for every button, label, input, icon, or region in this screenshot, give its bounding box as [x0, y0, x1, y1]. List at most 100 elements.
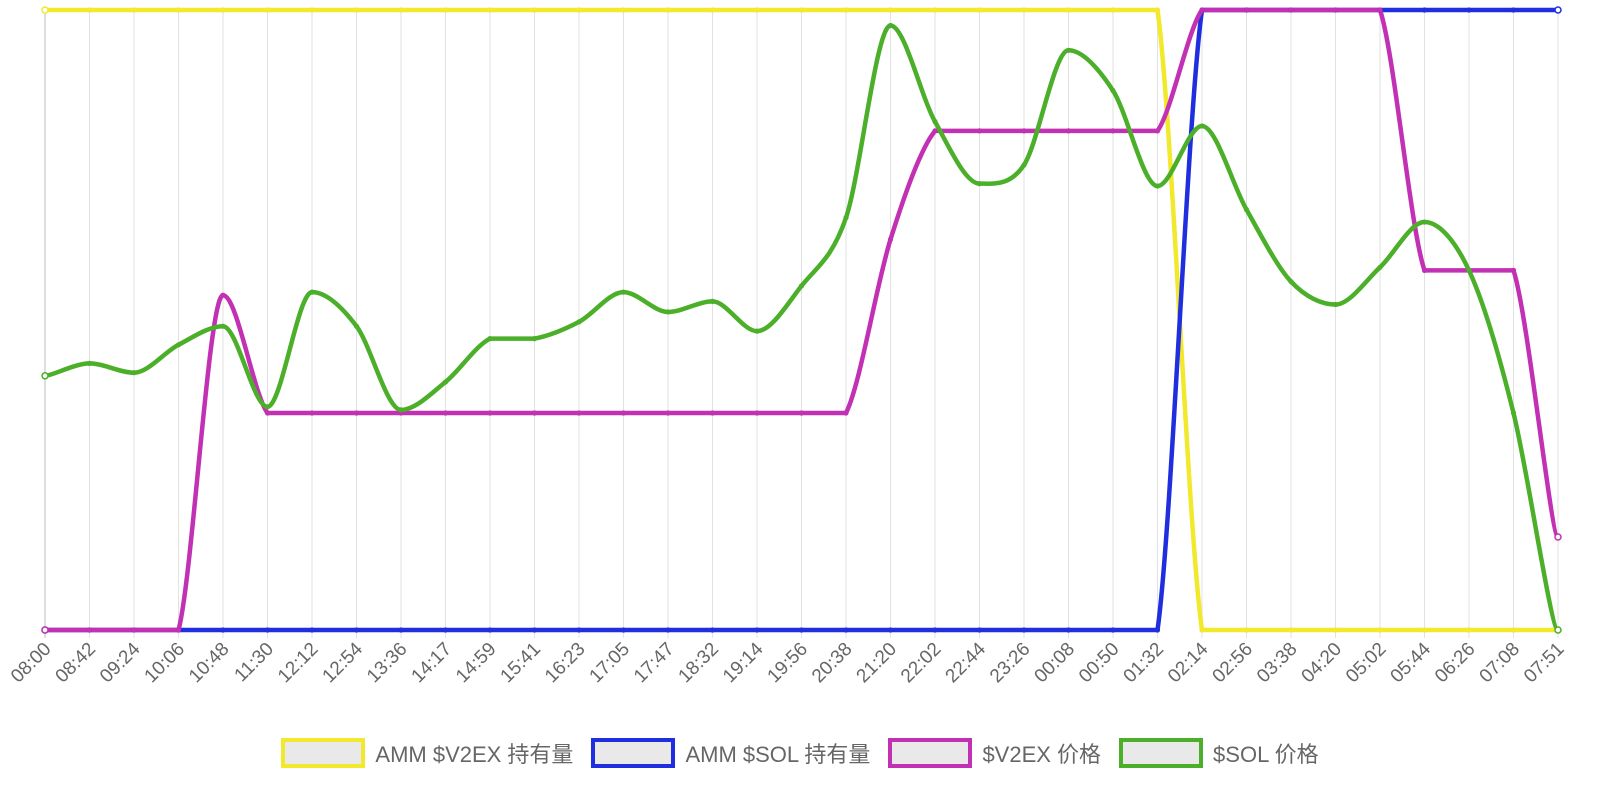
data-point	[309, 289, 315, 295]
data-point	[309, 627, 315, 633]
x-tick-label: 21:20	[853, 639, 901, 687]
data-point	[264, 7, 271, 13]
data-point	[798, 283, 805, 289]
data-point	[1288, 627, 1294, 633]
data-point	[1554, 626, 1562, 634]
x-tick-label: 22:44	[942, 638, 991, 687]
data-point	[1110, 88, 1116, 94]
data-point	[175, 627, 182, 633]
legend-label: AMM $V2EX 持有量	[375, 742, 574, 767]
x-tick-label: 15:41	[497, 639, 545, 687]
data-point	[131, 627, 137, 633]
legend-item[interactable]: $V2EX 价格	[888, 737, 1101, 769]
data-point	[531, 7, 538, 13]
data-point	[442, 7, 449, 13]
x-tick-label: 03:38	[1253, 639, 1301, 687]
x-tick-label: 01:32	[1120, 639, 1168, 687]
x-tick-label: 17:05	[586, 639, 634, 687]
x-tick-label: 17:47	[630, 639, 678, 687]
data-point	[264, 627, 271, 633]
data-point	[487, 627, 493, 633]
data-point	[1288, 278, 1294, 285]
legend-swatch	[281, 738, 366, 768]
data-point	[1199, 7, 1205, 13]
data-point	[1421, 219, 1428, 225]
data-point	[264, 410, 271, 416]
data-point	[1466, 267, 1472, 273]
data-point	[576, 410, 582, 416]
data-point	[1021, 7, 1027, 13]
data-point	[576, 319, 582, 325]
data-point	[843, 7, 849, 13]
data-point	[353, 627, 360, 633]
data-point	[1199, 123, 1205, 129]
data-point	[1332, 627, 1339, 633]
data-point	[754, 410, 760, 416]
data-point	[531, 336, 538, 342]
x-tick-label: 20:38	[808, 639, 856, 687]
data-point	[1377, 264, 1383, 270]
data-point	[754, 627, 760, 633]
data-point	[576, 627, 582, 633]
data-point	[1154, 627, 1161, 633]
data-point	[86, 7, 93, 13]
data-point	[398, 627, 404, 633]
x-tick-label: 07:08	[1476, 639, 1524, 687]
data-point	[620, 627, 627, 633]
data-point	[1110, 128, 1116, 134]
data-point	[932, 7, 938, 13]
x-tick-label: 14:59	[452, 639, 500, 687]
data-point	[709, 7, 716, 13]
data-point	[353, 410, 360, 416]
data-point	[843, 215, 849, 221]
data-point	[175, 7, 182, 13]
data-point	[1154, 7, 1161, 13]
x-tick-label: 02:14	[1164, 638, 1213, 687]
data-point	[41, 626, 49, 634]
data-point	[131, 7, 137, 13]
data-point	[353, 7, 360, 13]
series-points	[41, 6, 1562, 634]
data-point	[309, 7, 315, 13]
x-tick-label: 10:06	[141, 639, 189, 687]
data-point	[976, 181, 983, 187]
data-point	[86, 360, 93, 366]
x-tick-label: 16:23	[541, 639, 589, 687]
data-point	[531, 410, 538, 416]
legend-item[interactable]: $SOL 价格	[1119, 737, 1319, 769]
legend-item[interactable]: AMM $V2EX 持有量	[281, 737, 573, 769]
x-tick-label: 12:54	[319, 638, 368, 687]
x-tick-label: 19:56	[764, 639, 812, 687]
data-point	[798, 7, 805, 13]
x-tick-label: 07:51	[1520, 639, 1568, 687]
data-point	[1065, 128, 1072, 134]
data-point	[1110, 627, 1116, 633]
data-point	[1510, 627, 1517, 633]
data-point	[175, 342, 182, 348]
legend-label: $V2EX 价格	[982, 742, 1102, 767]
data-point	[487, 7, 493, 13]
data-point	[264, 404, 271, 410]
legend-item[interactable]: AMM $SOL 持有量	[591, 737, 870, 769]
data-point	[1065, 627, 1072, 633]
data-point	[576, 7, 582, 13]
data-point	[1110, 7, 1116, 13]
data-point	[86, 627, 93, 633]
data-point	[932, 128, 938, 134]
data-point	[487, 410, 493, 416]
data-point	[309, 410, 315, 416]
data-point	[887, 22, 894, 29]
x-tick-label: 05:44	[1387, 638, 1436, 687]
data-point	[1154, 183, 1161, 189]
data-point	[1154, 128, 1161, 134]
data-point	[1421, 627, 1428, 633]
data-point	[220, 627, 226, 633]
data-point	[1421, 267, 1428, 273]
data-point	[398, 7, 404, 13]
x-tick-label: 19:14	[719, 638, 768, 687]
x-tick-label: 18:32	[675, 639, 723, 687]
data-point	[1421, 7, 1428, 13]
x-tick-label: 05:02	[1342, 639, 1390, 687]
data-point	[620, 289, 627, 295]
data-point	[1332, 7, 1339, 13]
